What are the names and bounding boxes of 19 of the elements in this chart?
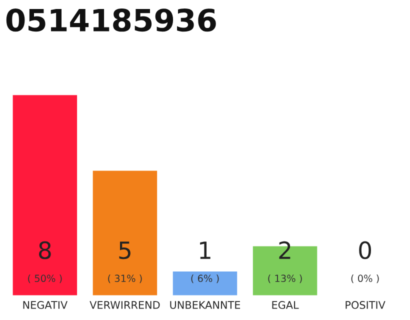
- annotation: ( 6% ): [191, 274, 219, 284]
- bar: [91, 169, 158, 296]
- data-label: 8: [39, 241, 51, 260]
- x-tick-label: UNBEKANNTE: [170, 301, 240, 309]
- annotation: ( 31% ): [108, 274, 142, 284]
- data-label: 0: [359, 241, 372, 260]
- x-tick-label: VERWIRREND: [90, 301, 160, 309]
- data-label: 5: [119, 242, 130, 260]
- bar: [11, 94, 78, 296]
- chart-title: 0514185936: [6, 8, 216, 32]
- data-label: 2: [279, 241, 290, 259]
- x-tick-label: EGAL: [272, 301, 299, 309]
- x-tick-label: NEGATIV: [23, 301, 68, 309]
- data-label: 1: [200, 242, 210, 259]
- annotation: ( 0% ): [351, 274, 379, 284]
- x-tick-label: POSITIV: [346, 301, 386, 309]
- bar: [171, 270, 239, 296]
- annotation: ( 50% ): [28, 274, 62, 284]
- annotation: ( 13% ): [268, 274, 302, 284]
